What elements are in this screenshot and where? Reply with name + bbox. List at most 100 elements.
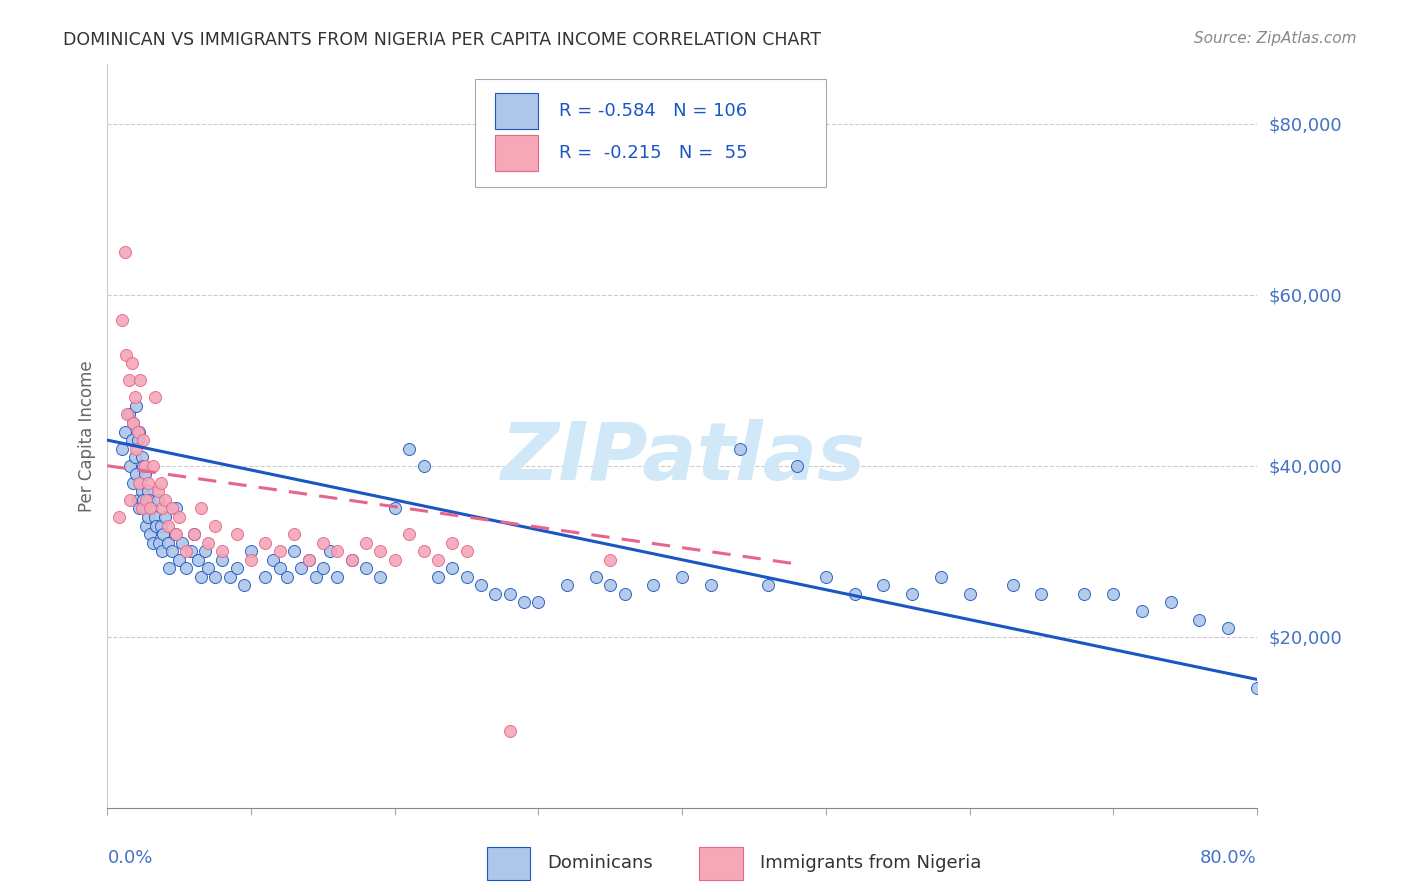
Point: [120, 492, 142, 507]
Point: [312, 561, 335, 575]
Point: [141, 501, 163, 516]
Point: [167, 510, 190, 524]
Point: [149, 518, 172, 533]
Point: [129, 373, 152, 387]
Point: [319, 544, 342, 558]
Text: DOMINICAN VS IMMIGRANTS FROM NIGERIA PER CAPITA INCOME CORRELATION CHART: DOMINICAN VS IMMIGRANTS FROM NIGERIA PER…: [63, 31, 821, 49]
Point: [340, 553, 363, 567]
Point: [117, 408, 139, 422]
Point: [211, 544, 233, 558]
Point: [204, 518, 226, 533]
Point: [218, 570, 240, 584]
Point: [136, 484, 159, 499]
Point: [354, 535, 377, 549]
Point: [599, 578, 621, 592]
Point: [142, 458, 165, 473]
Point: [194, 544, 217, 558]
Point: [599, 553, 621, 567]
Point: [152, 527, 174, 541]
Point: [176, 561, 198, 575]
Point: [441, 535, 464, 549]
Text: 80.0%: 80.0%: [1201, 849, 1257, 867]
Point: [190, 501, 212, 516]
Point: [197, 561, 219, 575]
Point: [1246, 681, 1268, 695]
Point: [555, 578, 578, 592]
Point: [127, 492, 149, 507]
Point: [384, 553, 406, 567]
Text: Source: ZipAtlas.com: Source: ZipAtlas.com: [1194, 31, 1357, 46]
Point: [118, 408, 141, 422]
Point: [240, 553, 263, 567]
Point: [844, 587, 866, 601]
Point: [959, 587, 981, 601]
Point: [131, 450, 153, 465]
Point: [613, 587, 636, 601]
Point: [1130, 604, 1153, 618]
Point: [153, 492, 176, 507]
Point: [131, 501, 153, 516]
Point: [412, 544, 434, 558]
Point: [163, 527, 186, 541]
Point: [111, 442, 134, 456]
Point: [132, 433, 155, 447]
Point: [108, 510, 131, 524]
Point: [305, 570, 328, 584]
Point: [1218, 621, 1240, 635]
Point: [370, 570, 392, 584]
Point: [150, 501, 173, 516]
Point: [132, 458, 155, 473]
Point: [283, 544, 305, 558]
Point: [456, 544, 478, 558]
Point: [1102, 587, 1125, 601]
Point: [167, 553, 190, 567]
Point: [150, 544, 173, 558]
Point: [225, 527, 247, 541]
Point: [527, 595, 550, 609]
Point: [135, 492, 157, 507]
FancyBboxPatch shape: [495, 136, 538, 171]
Point: [370, 544, 392, 558]
FancyBboxPatch shape: [475, 78, 825, 186]
Point: [134, 458, 156, 473]
Point: [122, 416, 145, 430]
Point: [412, 458, 434, 473]
Point: [398, 527, 420, 541]
FancyBboxPatch shape: [495, 93, 538, 128]
Point: [671, 570, 693, 584]
Point: [143, 510, 166, 524]
Point: [146, 484, 169, 499]
Point: [132, 492, 155, 507]
Point: [124, 390, 146, 404]
Point: [136, 475, 159, 490]
FancyBboxPatch shape: [486, 847, 530, 880]
Point: [183, 527, 205, 541]
Point: [276, 570, 298, 584]
Point: [1031, 587, 1053, 601]
Point: [146, 492, 169, 507]
Point: [122, 416, 145, 430]
Point: [165, 501, 187, 516]
Point: [120, 458, 142, 473]
Point: [114, 245, 136, 260]
Point: [814, 570, 837, 584]
Point: [190, 570, 212, 584]
Point: [122, 475, 145, 490]
Point: [354, 561, 377, 575]
Point: [148, 535, 170, 549]
Point: [269, 561, 291, 575]
Point: [127, 425, 149, 439]
FancyBboxPatch shape: [699, 847, 744, 880]
Point: [134, 501, 156, 516]
Point: [384, 501, 406, 516]
Point: [145, 518, 167, 533]
Point: [114, 425, 136, 439]
Point: [326, 570, 349, 584]
Point: [128, 501, 150, 516]
Point: [398, 442, 420, 456]
Point: [513, 595, 536, 609]
Point: [180, 544, 202, 558]
Point: [426, 570, 449, 584]
Text: R = -0.584   N = 106: R = -0.584 N = 106: [560, 102, 747, 120]
Point: [172, 535, 194, 549]
